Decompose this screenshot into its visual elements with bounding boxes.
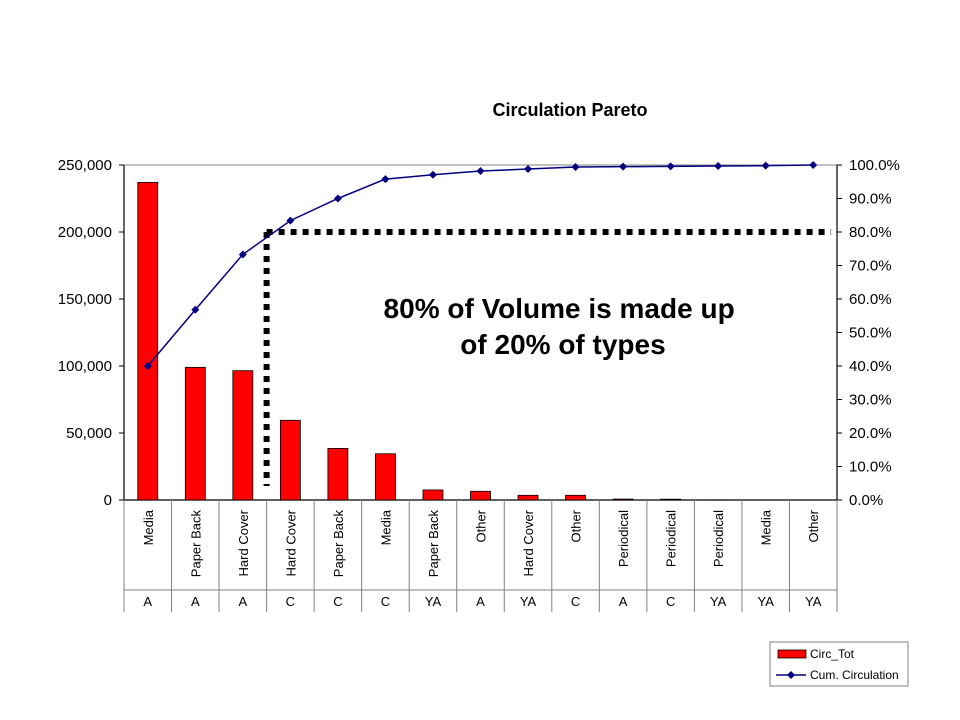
bar [660,498,682,501]
category-label: Hard Cover [283,509,298,576]
bars-layer [137,182,824,501]
group-label: YA [805,594,822,609]
category-label: Media [141,509,156,545]
right-tick-label: 80.0% [849,224,892,241]
right-tick-label: 40.0% [849,358,892,375]
left-tick-label: 0 [104,492,112,509]
category-label: Hard Cover [236,509,251,576]
group-label: C [571,594,580,609]
legend-box [769,641,909,687]
cumulative-point [476,167,485,176]
right-tick-label: 90.0% [849,191,892,208]
bar [612,498,634,501]
cumulative-point [666,162,675,171]
legend-line-marker [787,671,795,679]
bar [375,453,396,501]
cumulative-point [809,161,818,169]
group-label: C [666,594,675,609]
cumulative-point [333,194,342,203]
right-tick-label: 50.0% [849,325,892,342]
bar [232,370,254,501]
right-tick-label: 60.0% [849,291,892,308]
bar [327,448,349,501]
annotation-line-1: 80% of Volume is made up [384,293,735,324]
axes-layer [119,164,842,612]
category-label: Other [474,509,489,542]
right-tick-label: 0.0% [849,492,883,509]
category-label: Media [378,509,393,545]
bar [565,494,586,501]
left-tick-label: 200,000 [58,224,112,241]
bar [279,419,301,501]
annotation-text: 80% of Volume is made up of 20% of types [384,293,743,360]
category-label: Periodical [711,510,726,567]
group-label: YA [520,594,537,609]
category-label: Other [806,509,821,542]
labels-layer: 0 50,000 100,000 150,000 200,000 250,000 0.0% 1… [58,157,900,609]
category-label: Media [759,509,774,545]
cumulative-point [143,362,152,370]
right-tick-label: 100.0% [849,157,900,174]
left-tick-label: 100,000 [58,358,112,375]
category-label: Paper Back [426,510,441,578]
right-tick-label: 10.0% [849,459,892,476]
legend: Circ_Tot Cum. Circulation [769,641,909,687]
cumulative-point [381,175,390,184]
cumulative-point [191,305,200,314]
right-tick-label: 30.0% [849,392,892,409]
cumulative-point [238,250,247,259]
legend-label-bars: Circ_Tot [810,647,855,661]
cumulative-point [286,216,295,225]
category-label: Other [569,509,584,542]
category-label: Hard Cover [521,509,536,576]
cumulative-point [571,163,580,172]
legend-label-line: Cum. Circulation [810,668,899,682]
bar [470,490,491,501]
annotation-line-2: of 20% of types [460,329,665,360]
group-label: A [191,594,200,609]
category-label: Periodical [616,510,631,567]
group-label: A [238,594,247,609]
cumulative-point [761,161,770,170]
right-tick-label: 70.0% [849,258,892,275]
bar [184,366,206,501]
group-label: C [381,594,390,609]
category-label: Paper Back [331,510,346,578]
left-tick-label: 50,000 [66,425,112,442]
bar [517,494,539,501]
group-label: A [476,594,485,609]
group-label: A [143,594,152,609]
cumulative-point [619,162,628,171]
category-label: Periodical [664,510,679,567]
bar [137,182,159,501]
cumulative-line-layer [143,161,818,370]
left-tick-label: 250,000 [58,157,112,174]
left-tick-label: 150,000 [58,291,112,308]
cumulative-point [524,165,533,174]
threshold-layer [263,229,831,486]
category-label: Paper Back [188,510,203,578]
group-label: YA [758,594,775,609]
cumulative-point [428,170,437,179]
group-label: A [619,594,628,609]
group-label: YA [710,594,727,609]
legend-bar-swatch [777,649,807,659]
right-tick-label: 20.0% [849,425,892,442]
bar [422,489,444,501]
chart-title: Circulation Pareto [492,100,647,120]
group-label: C [333,594,342,609]
cumulative-point [714,162,723,171]
group-label: YA [425,594,442,609]
group-label: C [286,594,295,609]
